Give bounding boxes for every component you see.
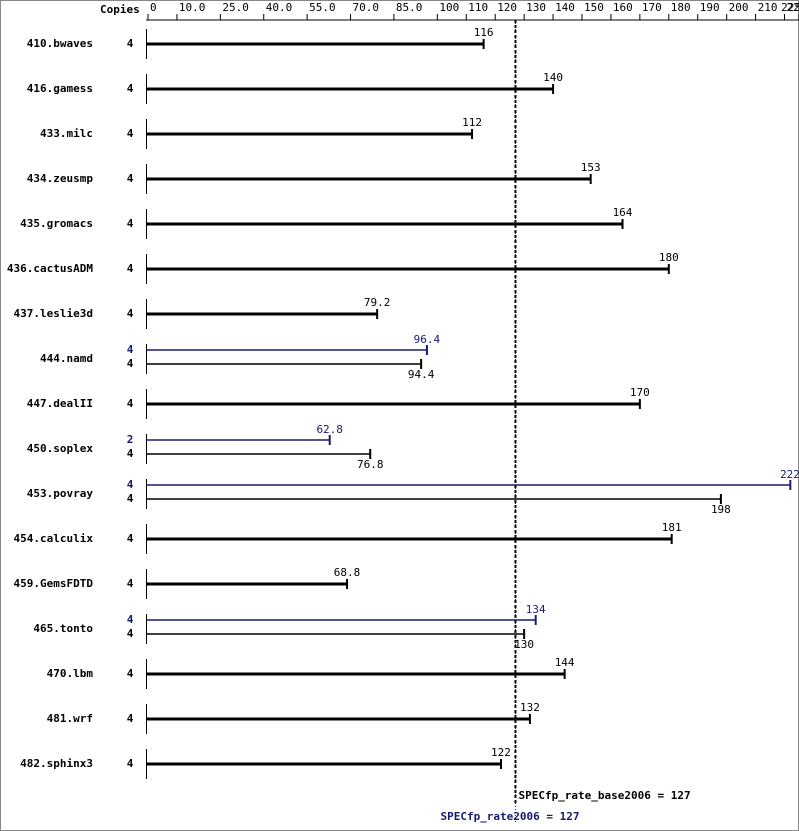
category-label: 433.milc bbox=[40, 127, 93, 140]
category-label: 481.wrf bbox=[47, 712, 93, 725]
x-tick-label: 140 bbox=[555, 1, 575, 14]
reference-label: SPECfp_rate_base2006 = 127 bbox=[518, 789, 690, 802]
x-tick-label: 0 bbox=[150, 1, 157, 14]
x-tick-label: 160 bbox=[613, 1, 633, 14]
x-tick-label: 130 bbox=[526, 1, 546, 14]
copies-label: 4 bbox=[127, 307, 134, 320]
x-tick-label: 150 bbox=[584, 1, 604, 14]
copies-label: 4 bbox=[127, 712, 134, 725]
x-tick-label: 55.0 bbox=[309, 1, 336, 14]
category-label: 447.dealII bbox=[27, 397, 93, 410]
x-tick-label: 225 bbox=[781, 1, 799, 14]
value-label: 79.2 bbox=[364, 296, 391, 309]
x-tick-label: 170 bbox=[642, 1, 662, 14]
copies-label: 4 bbox=[127, 627, 134, 640]
category-label: 450.soplex bbox=[27, 442, 94, 455]
x-tick-label: 25.0 bbox=[222, 1, 249, 14]
value-label: 122 bbox=[491, 746, 511, 759]
value-label: 94.4 bbox=[408, 368, 435, 381]
value-label: 130 bbox=[514, 638, 534, 651]
category-label: 437.leslie3d bbox=[14, 307, 93, 320]
copies-label: 4 bbox=[127, 667, 134, 680]
x-tick-label: 120 bbox=[497, 1, 517, 14]
copies-label: 4 bbox=[127, 532, 134, 545]
value-label: 76.8 bbox=[357, 458, 384, 471]
x-tick-label: 210 bbox=[758, 1, 778, 14]
copies-label: 4 bbox=[127, 577, 134, 590]
copies-label: 2 bbox=[127, 433, 134, 446]
value-label: 170 bbox=[630, 386, 650, 399]
value-label: 62.8 bbox=[316, 423, 343, 436]
category-label: 453.povray bbox=[27, 487, 94, 500]
value-label: 112 bbox=[462, 116, 482, 129]
category-label: 444.namd bbox=[40, 352, 93, 365]
x-tick-label: 40.0 bbox=[266, 1, 293, 14]
category-label: 435.gromacs bbox=[20, 217, 93, 230]
category-label: 416.gamess bbox=[27, 82, 93, 95]
value-label: 198 bbox=[711, 503, 731, 516]
category-label: 465.tonto bbox=[33, 622, 93, 635]
copies-label: 4 bbox=[127, 172, 134, 185]
value-label: 164 bbox=[613, 206, 633, 219]
value-label: 180 bbox=[659, 251, 679, 264]
reference-label: SPECfp_rate2006 = 127 bbox=[440, 810, 579, 823]
category-label: 454.calculix bbox=[14, 532, 94, 545]
copies-label: 4 bbox=[127, 262, 134, 275]
category-label: 410.bwaves bbox=[27, 37, 93, 50]
copies-label: 4 bbox=[127, 447, 134, 460]
value-label: 140 bbox=[543, 71, 563, 84]
value-label: 96.4 bbox=[414, 333, 441, 346]
copies-header: Copies bbox=[100, 3, 140, 16]
x-tick-label: 180 bbox=[671, 1, 691, 14]
copies-label: 4 bbox=[127, 613, 134, 626]
value-label: 181 bbox=[662, 521, 682, 534]
x-tick-label: 220 bbox=[787, 1, 799, 14]
category-label: 482.sphinx3 bbox=[20, 757, 93, 770]
x-tick-label: 10.0 bbox=[179, 1, 206, 14]
copies-label: 4 bbox=[127, 82, 134, 95]
value-label: 153 bbox=[581, 161, 601, 174]
copies-label: 4 bbox=[127, 217, 134, 230]
value-label: 116 bbox=[474, 26, 494, 39]
x-tick-label: 70.0 bbox=[353, 1, 380, 14]
copies-label: 4 bbox=[127, 357, 134, 370]
x-tick-label: 190 bbox=[700, 1, 720, 14]
copies-label: 4 bbox=[127, 343, 134, 356]
copies-label: 4 bbox=[127, 397, 134, 410]
copies-label: 4 bbox=[127, 127, 134, 140]
x-tick-label: 110 bbox=[468, 1, 488, 14]
copies-label: 4 bbox=[127, 492, 134, 505]
value-label: 68.8 bbox=[334, 566, 361, 579]
copies-label: 4 bbox=[127, 478, 134, 491]
category-label: 436.cactusADM bbox=[7, 262, 93, 275]
x-tick-label: 85.0 bbox=[396, 1, 423, 14]
value-label: 132 bbox=[520, 701, 540, 714]
value-label: 144 bbox=[555, 656, 575, 669]
category-label: 470.lbm bbox=[47, 667, 94, 680]
category-label: 434.zeusmp bbox=[27, 172, 94, 185]
value-label: 134 bbox=[526, 603, 546, 616]
value-label: 222 bbox=[780, 468, 799, 481]
category-label: 459.GemsFDTD bbox=[14, 577, 94, 590]
copies-label: 4 bbox=[127, 37, 134, 50]
x-tick-label: 100 bbox=[439, 1, 459, 14]
copies-label: 4 bbox=[127, 757, 134, 770]
x-tick-label: 200 bbox=[729, 1, 749, 14]
